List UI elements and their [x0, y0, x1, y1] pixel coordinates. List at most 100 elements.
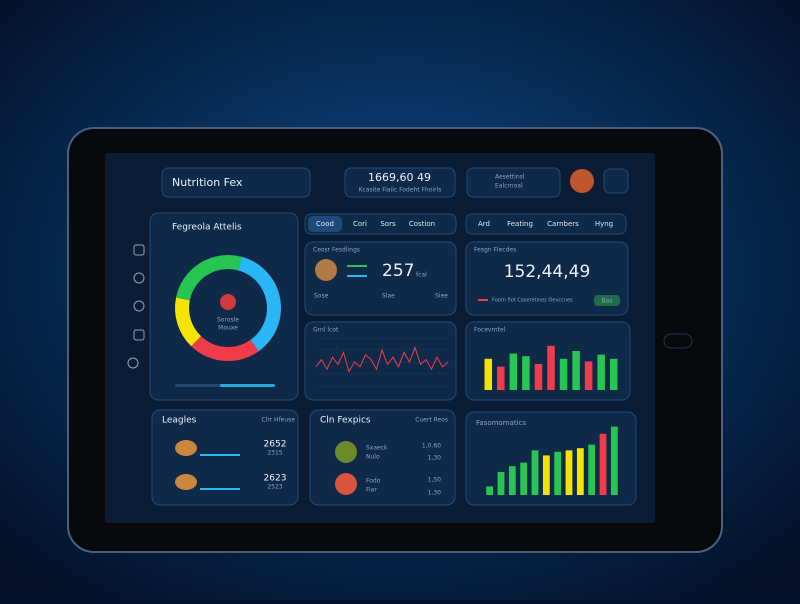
- tab-bar: [304, 213, 457, 235]
- row-name: Fodo: [366, 478, 381, 485]
- panel-title: Fasomomatics: [476, 419, 526, 427]
- tab[interactable]: Hyng: [595, 220, 613, 228]
- bar: [509, 353, 518, 390]
- bar: [497, 471, 505, 495]
- legend-text: Foorn fiot Caseretines Oevccnes: [492, 298, 573, 304]
- row-value: 1,0.60: [422, 443, 441, 450]
- calories-value: 257: [382, 261, 414, 281]
- calories-unit: fcal: [416, 272, 427, 279]
- line-panel: [304, 321, 457, 401]
- progress: [200, 488, 240, 490]
- sidebar: [127, 244, 145, 369]
- account-title: Aesettinsl: [495, 174, 525, 181]
- panel-title: Ceosr Fesdlings: [313, 247, 360, 254]
- bar-chart: [486, 426, 618, 495]
- donut-segment: [191, 335, 259, 361]
- row-value: 1,30: [428, 455, 442, 462]
- account-caption: Ealcrnoal: [495, 183, 523, 190]
- line-chart: [315, 337, 449, 387]
- tab[interactable]: Costion: [409, 220, 435, 228]
- calories-panel: [304, 241, 457, 316]
- accent: [347, 275, 367, 277]
- tab[interactable]: Feating: [507, 220, 533, 228]
- summary-box[interactable]: [344, 167, 456, 198]
- panel-link[interactable]: Cuert Reos: [415, 417, 448, 424]
- stat-label: Slae: [382, 293, 395, 300]
- stat-label: Sose: [314, 293, 329, 300]
- bar: [584, 361, 593, 390]
- bar: [597, 354, 605, 390]
- bar-chart: [484, 345, 618, 390]
- bar: [520, 462, 528, 495]
- goal-panel: [465, 241, 629, 316]
- active-tab: [308, 216, 342, 232]
- goal-button[interactable]: [594, 295, 620, 306]
- bar: [497, 366, 505, 390]
- summary-value: 1669,60 49: [368, 171, 431, 184]
- food-icon: [315, 259, 337, 281]
- stat-label: Siee: [435, 293, 448, 300]
- summary-caption: Kcasite Fiaiic Fodeht Fhoirls: [359, 187, 442, 194]
- bar: [508, 466, 516, 495]
- panel-title: Fegreola Attelis: [172, 223, 242, 233]
- tab[interactable]: Cori: [353, 220, 367, 228]
- bar: [565, 450, 573, 495]
- bar: [610, 426, 618, 495]
- donut-segment: [175, 297, 202, 347]
- title-box: [161, 167, 311, 198]
- tab-bar: [465, 213, 627, 235]
- food-icon: [335, 473, 357, 495]
- bar: [588, 444, 596, 495]
- panel-title: Cln Fexpics: [320, 416, 371, 426]
- bar: [572, 351, 580, 390]
- tab[interactable]: Ard: [478, 220, 490, 228]
- row-value: 2652: [264, 440, 287, 450]
- row-value: 1,30: [428, 490, 442, 497]
- bar: [576, 448, 584, 495]
- panel-title: Fesgn Flecdes: [474, 247, 516, 254]
- panel-title: Focevrntel: [474, 327, 506, 334]
- bar: [599, 433, 607, 495]
- tab[interactable]: Sors: [380, 220, 396, 228]
- bar: [522, 356, 530, 390]
- bar: [559, 358, 568, 390]
- bar: [554, 451, 562, 495]
- app-title: Nutrition Fex: [172, 176, 243, 189]
- donut: [175, 255, 281, 361]
- donut-segment: [237, 256, 281, 352]
- food-icon: [175, 440, 197, 456]
- panel-link[interactable]: Clrr Hfeuse: [261, 417, 295, 424]
- bar: [534, 364, 543, 390]
- row-caption: 2315: [267, 450, 282, 457]
- tab[interactable]: Cood: [316, 220, 334, 228]
- accent: [347, 265, 367, 267]
- home-button: [663, 333, 693, 349]
- tab[interactable]: Carnbers: [547, 220, 579, 228]
- center-caption: Mouxe: [218, 325, 238, 332]
- panel-title: Leagles: [162, 416, 197, 426]
- row-caption: 2523: [267, 484, 282, 491]
- line-series: [315, 346, 449, 373]
- goal-value: 152,44,49: [504, 262, 591, 282]
- legend-swatch: [478, 299, 488, 301]
- menu-button[interactable]: [603, 168, 629, 194]
- row-value: 2623: [264, 474, 287, 484]
- slider-fill: [220, 384, 275, 387]
- food-icon: [335, 441, 357, 463]
- center-label: Sorosle: [217, 317, 239, 324]
- row-name: Sxaeck: [366, 445, 388, 452]
- donut-segment: [176, 255, 242, 301]
- bar: [609, 358, 618, 390]
- progress: [200, 454, 240, 456]
- food-icon: [220, 294, 236, 310]
- row-caption: Fiar: [366, 487, 377, 494]
- bar: [531, 450, 539, 495]
- bar: [484, 358, 493, 390]
- avatar[interactable]: [570, 169, 594, 193]
- bar: [542, 455, 550, 495]
- bar: [547, 345, 555, 390]
- row-caption: Nulo: [366, 454, 380, 461]
- bar: [486, 486, 494, 495]
- account-box[interactable]: [466, 167, 561, 198]
